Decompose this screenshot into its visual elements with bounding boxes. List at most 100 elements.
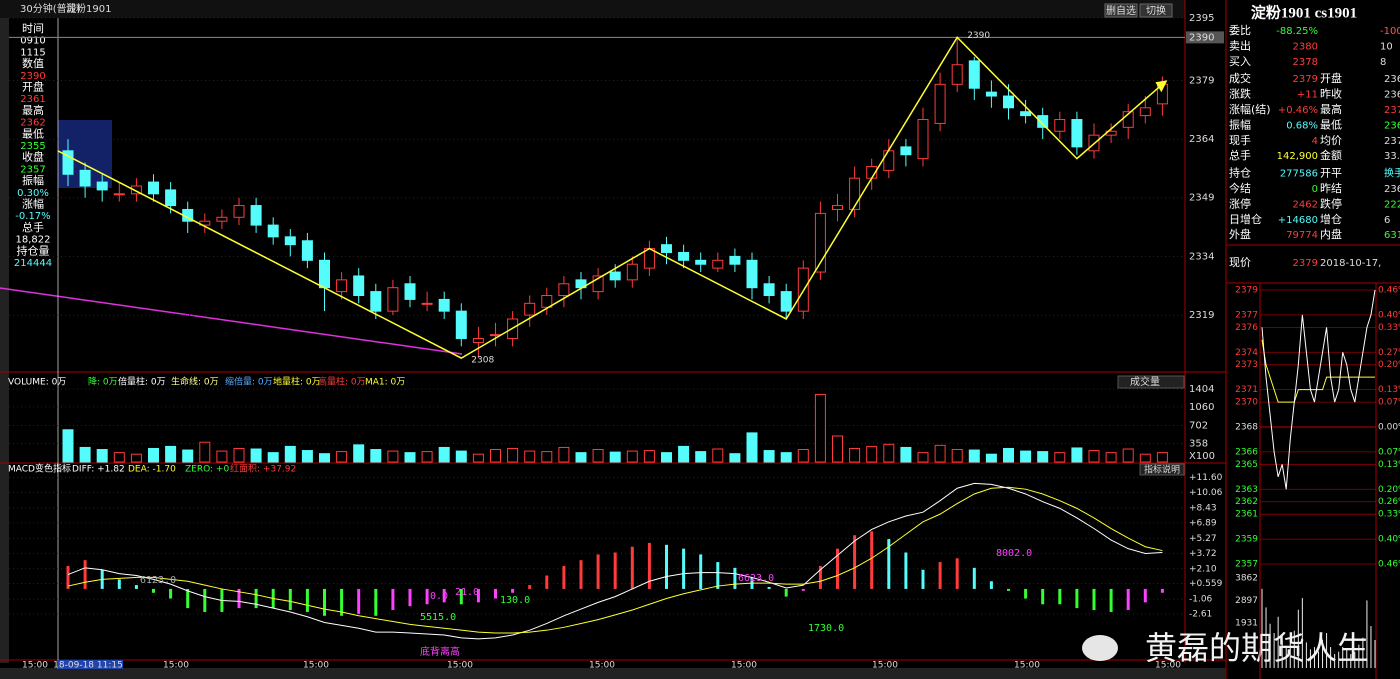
macd-legend: DEA: -1.70 <box>128 465 176 475</box>
candle-body <box>62 150 74 175</box>
info-value: 2355 <box>20 141 45 152</box>
macd-bar <box>562 565 566 589</box>
candle-body <box>626 263 638 281</box>
toolbar-button[interactable] <box>1139 3 1173 18</box>
candle-body <box>695 259 707 265</box>
macd-bar <box>476 588 480 603</box>
quote-value: -88.25% <box>1276 26 1318 37</box>
volume-bar <box>438 446 450 463</box>
macd-bar <box>134 585 138 589</box>
info-label: 总手 <box>22 220 44 234</box>
quote-label: 金额 <box>1320 148 1342 162</box>
quote-label: 成交 <box>1229 71 1251 85</box>
candle-body <box>216 216 228 222</box>
quote-value: 2462 <box>1293 199 1318 210</box>
y-tick-label: 2366 <box>1235 447 1258 457</box>
y-tick-label: 2365 <box>1235 460 1258 470</box>
quote-value: -100 <box>1380 26 1400 37</box>
pct-label: 0.13% <box>1378 385 1400 395</box>
macd-legend: DIFF: +1.82 <box>72 465 125 475</box>
candle-body <box>1003 95 1014 109</box>
volume-bar <box>1088 450 1100 463</box>
toolbar-button-label[interactable]: 切换 <box>1146 4 1166 17</box>
toolbar-button[interactable] <box>1104 3 1138 18</box>
candle-body <box>267 224 279 238</box>
info-value: 2361 <box>20 94 45 105</box>
candle-body <box>900 146 912 156</box>
candle-body <box>729 255 741 265</box>
quote-value: 6 <box>1384 215 1390 226</box>
volume-bar <box>541 451 553 463</box>
macd-bar <box>425 588 429 605</box>
y-tick-label: -1.06 <box>1189 595 1213 605</box>
candle-body <box>455 310 467 340</box>
quote-value: 79774 <box>1286 230 1318 241</box>
candle-body <box>370 291 382 312</box>
candle-body <box>917 119 929 160</box>
pct-label: 0.13% <box>1378 460 1400 470</box>
volume-bar <box>1037 451 1049 463</box>
y-tick-label: 2334 <box>1189 251 1214 262</box>
macd-bar <box>442 588 446 603</box>
macd-button-label[interactable]: 指标说明 <box>1144 464 1180 476</box>
macd-bar <box>528 585 532 589</box>
candle-body <box>301 240 313 261</box>
macd-bar <box>1058 588 1062 605</box>
volume-selector-label[interactable]: 成交量 <box>1130 375 1160 388</box>
macd-bar <box>665 544 668 589</box>
macd-bar <box>801 588 805 591</box>
macd-bar <box>853 535 857 589</box>
volume-bar <box>370 449 382 463</box>
macd-bar <box>494 588 497 599</box>
volume-bar <box>968 449 980 463</box>
quote-value: 236 <box>1384 184 1400 195</box>
macd-annotation: 21.0 <box>455 587 479 598</box>
y-tick-label: 2319 <box>1189 310 1214 321</box>
quote-value: +14680 <box>1278 215 1318 226</box>
volume-bar <box>814 393 826 463</box>
last-date: 2018-10-17, <box>1320 258 1381 269</box>
intraday-avg <box>1261 339 1375 403</box>
macd-bar <box>1041 588 1045 605</box>
macd-legend: ZERO: +0 <box>185 465 229 475</box>
peak-label: 2390 <box>967 31 990 41</box>
macd-bar <box>459 588 463 605</box>
quote-label: 最高 <box>1320 102 1342 116</box>
quote-label: 买入 <box>1229 55 1251 68</box>
y-tick-label: -2.61 <box>1189 609 1212 619</box>
quote-value: 4 <box>1312 136 1318 147</box>
macd-button[interactable] <box>1139 463 1185 476</box>
volume-bar <box>62 429 74 463</box>
pct-label: 0.33% <box>1378 323 1400 333</box>
candle-body <box>472 338 484 343</box>
macd-bar <box>630 546 634 589</box>
volume-unit: X100 <box>1189 451 1215 462</box>
vol-tick-label: 2897 <box>1235 596 1258 606</box>
quote-label: 外盘 <box>1229 227 1251 241</box>
info-value: 2362 <box>20 118 45 129</box>
volume-bar <box>216 450 228 463</box>
toolbar-button-label[interactable]: 删自选 <box>1106 4 1136 17</box>
info-label: 涨幅 <box>22 198 44 211</box>
volume-bar <box>866 445 878 463</box>
volume-bar <box>643 450 655 463</box>
volume-bar <box>917 452 929 463</box>
time-label: 15:00 <box>303 661 329 671</box>
volume-bar <box>284 445 296 463</box>
y-tick-label: +2.10 <box>1189 564 1217 574</box>
y-tick-label: +8.43 <box>1189 504 1217 514</box>
candle-body <box>780 291 792 312</box>
macd-bar <box>870 531 874 589</box>
info-value: 2390 <box>20 71 45 82</box>
candle-body <box>387 287 399 312</box>
macd-bar <box>374 588 378 616</box>
volume-bar <box>148 447 159 463</box>
volume-selector[interactable] <box>1117 375 1185 389</box>
tab-bar <box>0 668 1226 679</box>
volume-bar <box>849 447 861 463</box>
quote-label: 今结 <box>1229 181 1251 195</box>
y-tick-label: 2349 <box>1189 193 1214 204</box>
zigzag-line <box>57 36 1163 359</box>
macd-bar <box>733 567 737 589</box>
